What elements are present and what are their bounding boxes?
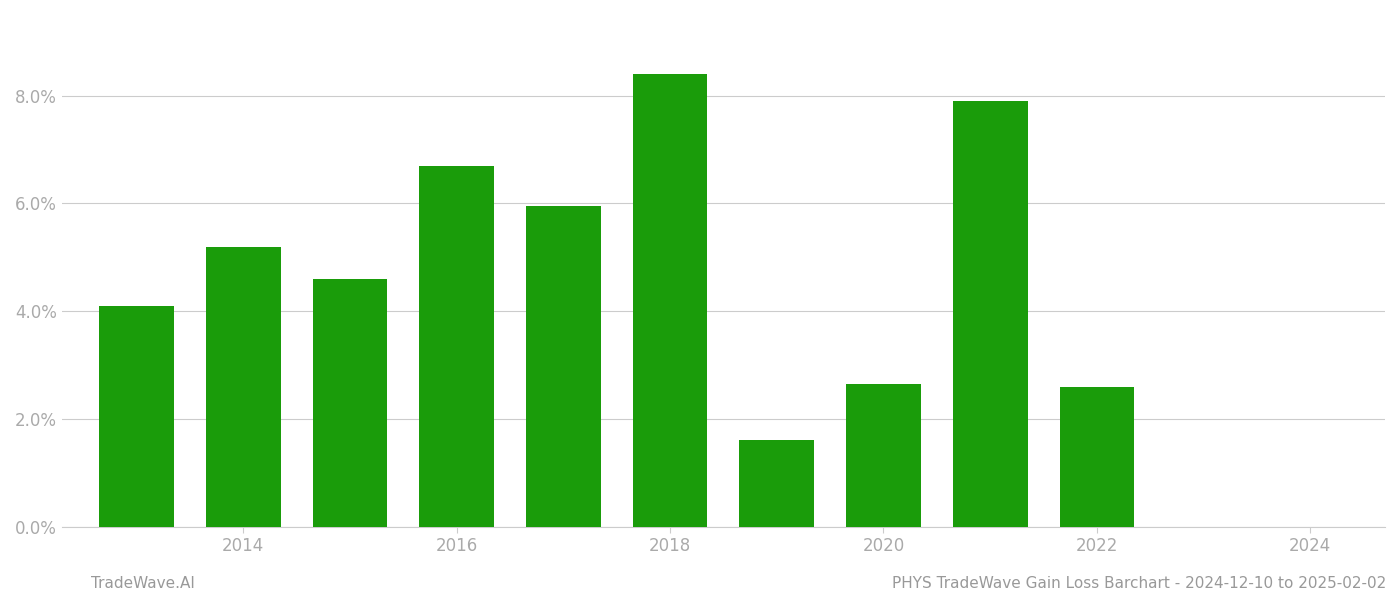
Bar [312,279,388,527]
Bar [526,206,601,527]
Bar [846,384,921,527]
Bar [953,101,1028,527]
Text: TradeWave.AI: TradeWave.AI [91,576,195,591]
Bar [420,166,494,527]
Bar [633,74,707,527]
Bar [1060,386,1134,527]
Bar [99,306,174,527]
Bar [206,247,280,527]
Bar [739,440,815,527]
Text: PHYS TradeWave Gain Loss Barchart - 2024-12-10 to 2025-02-02: PHYS TradeWave Gain Loss Barchart - 2024… [892,576,1386,591]
